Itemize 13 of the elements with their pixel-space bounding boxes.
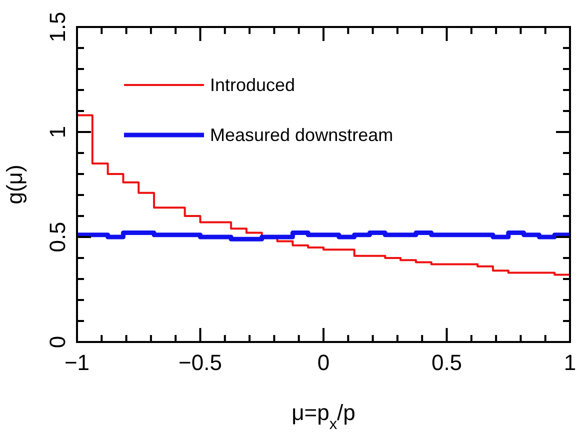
x-tick-label: −1 <box>64 350 90 375</box>
x-tick-label: 1 <box>564 350 576 375</box>
y-tick-label: 0.5 <box>45 222 70 252</box>
x-axis-title: μ=p$_{x}$/p <box>292 400 356 432</box>
legend-label: Introduced <box>210 75 296 95</box>
x-tick-label: 0.5 <box>431 350 462 375</box>
y-tick-label: 1.5 <box>45 12 70 42</box>
y-tick-label: 0 <box>45 336 70 348</box>
y-tick-label: 1 <box>45 126 70 138</box>
x-tick-label: −0.5 <box>178 350 222 375</box>
legend-label: Measured downstream <box>210 125 394 145</box>
x-tick-label: 0 <box>317 350 330 375</box>
y-axis-title: g(μ) <box>2 164 27 204</box>
